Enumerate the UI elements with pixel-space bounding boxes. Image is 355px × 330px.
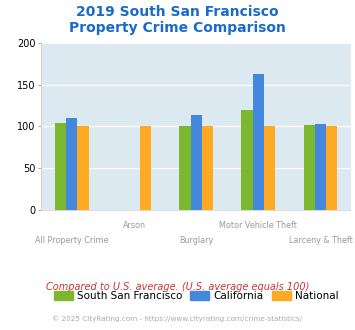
Bar xyxy=(77,126,89,210)
Bar xyxy=(315,124,326,210)
Text: 2019 South San Francisco: 2019 South San Francisco xyxy=(76,5,279,19)
Legend: South San Francisco, California, National: South San Francisco, California, Nationa… xyxy=(54,291,338,301)
Bar xyxy=(304,124,315,210)
Bar xyxy=(179,126,191,210)
Text: Motor Vehicle Theft: Motor Vehicle Theft xyxy=(219,221,297,230)
Bar xyxy=(241,110,253,210)
Bar xyxy=(140,126,151,210)
Text: All Property Crime: All Property Crime xyxy=(35,236,109,245)
Bar xyxy=(66,118,77,210)
Bar xyxy=(55,123,66,210)
Bar xyxy=(326,126,337,210)
Text: Larceny & Theft: Larceny & Theft xyxy=(289,236,352,245)
Text: Burglary: Burglary xyxy=(179,236,213,245)
Bar xyxy=(253,74,264,210)
Text: Compared to U.S. average. (U.S. average equals 100): Compared to U.S. average. (U.S. average … xyxy=(46,282,309,292)
Bar xyxy=(202,126,213,210)
Bar xyxy=(191,115,202,210)
Text: Arson: Arson xyxy=(122,221,146,230)
Bar xyxy=(264,126,275,210)
Text: Property Crime Comparison: Property Crime Comparison xyxy=(69,21,286,35)
Text: © 2025 CityRating.com - https://www.cityrating.com/crime-statistics/: © 2025 CityRating.com - https://www.city… xyxy=(53,315,302,322)
